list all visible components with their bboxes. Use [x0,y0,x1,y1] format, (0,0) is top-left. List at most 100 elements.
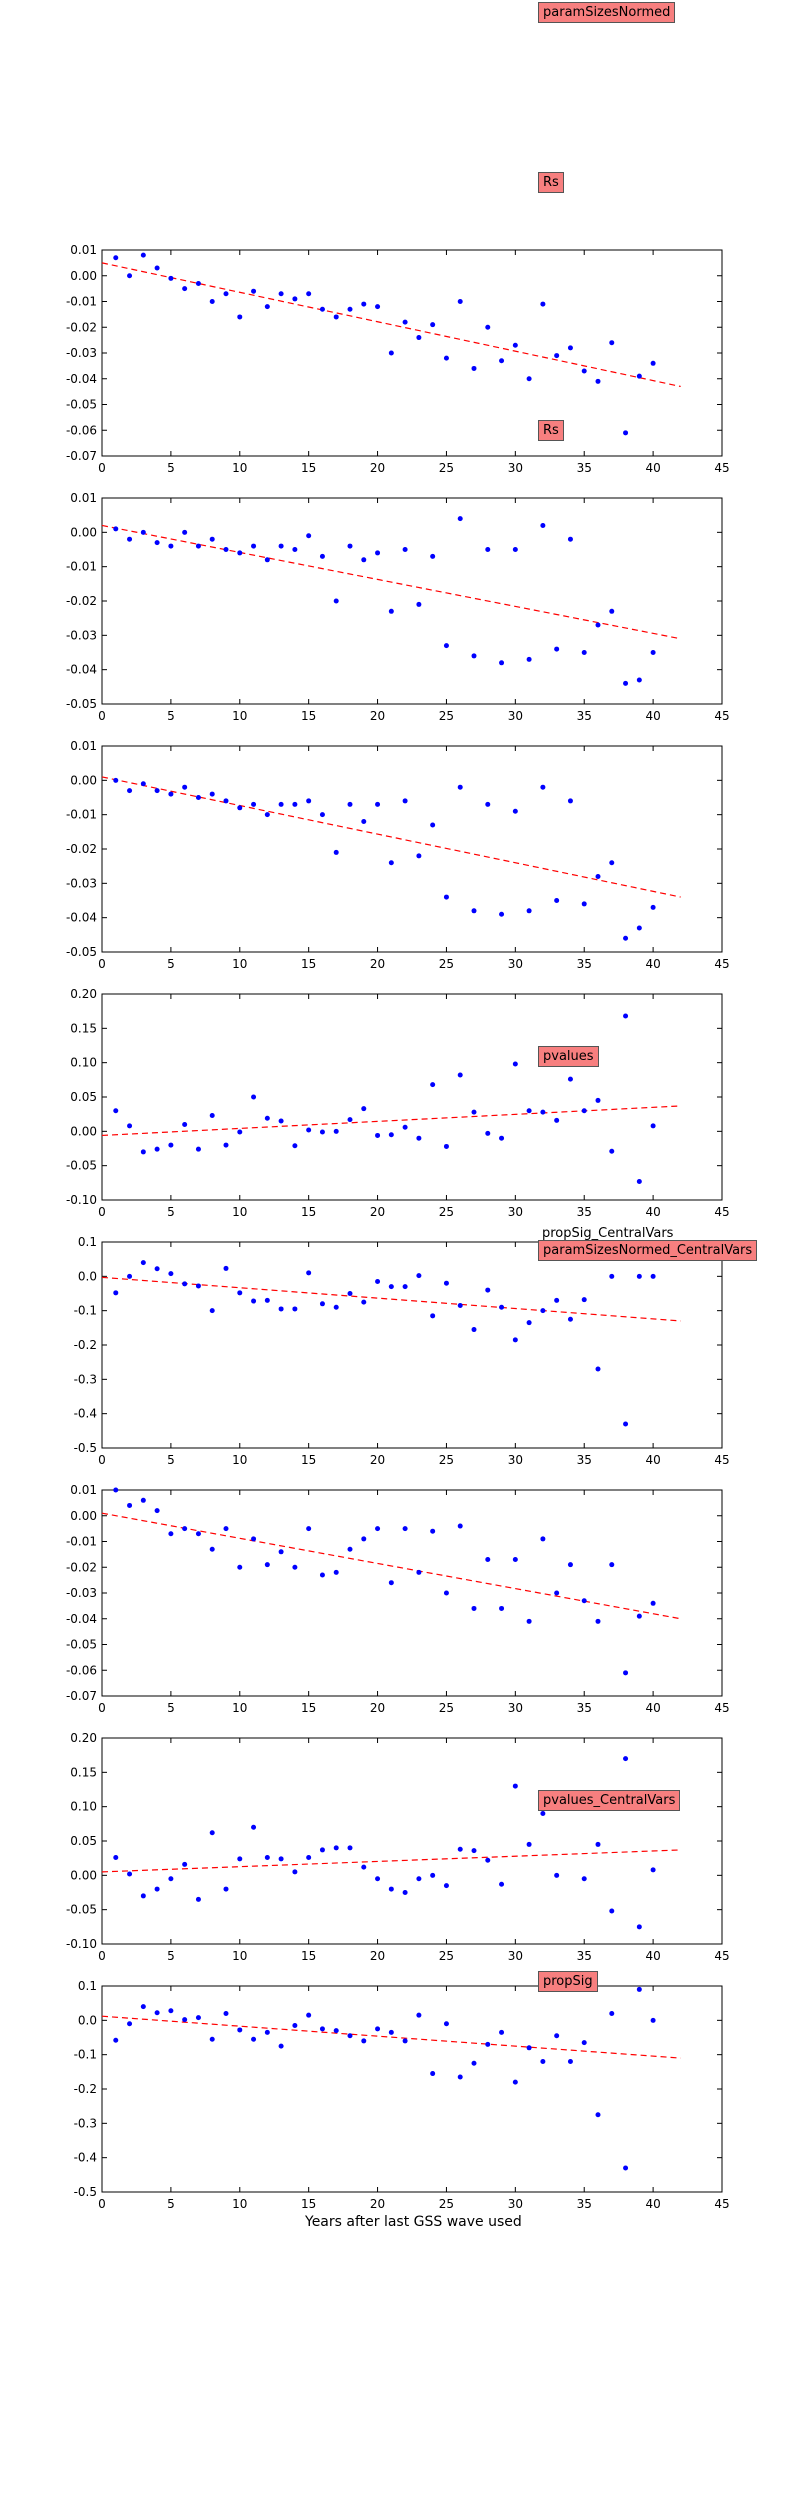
data-point [499,911,505,917]
data-point [154,1508,160,1514]
data-point [127,1871,133,1877]
data-point [581,1108,587,1114]
y-tick-label: -0.4 [74,2151,97,2165]
data-point [306,1854,312,1860]
data-point [623,430,629,436]
data-point [416,1273,422,1279]
data-point [430,322,436,328]
plot-frame-6 [101,1737,723,1945]
x-tick-label: 5 [167,461,175,475]
data-point [306,291,312,297]
data-point [113,526,119,532]
x-tick-label: 35 [577,709,592,723]
data-point [595,1618,601,1624]
data-point [595,1841,601,1847]
data-point [154,2010,160,2016]
subplot-label-propsig: propSig [538,1971,598,1992]
x-tick-label: 30 [508,1453,523,1467]
y-tick-label: -0.03 [66,346,97,360]
data-point [623,1756,629,1762]
data-point [292,2022,298,2028]
y-tick-label: -0.04 [66,911,97,925]
data-point [182,1281,188,1287]
data-point [347,801,353,807]
data-point [636,373,642,379]
data-point [113,1487,119,1493]
x-tick-label: 30 [508,461,523,475]
data-point [278,543,284,549]
data-point [223,1886,229,1892]
data-point [333,849,339,855]
x-tick-label: 40 [645,461,660,475]
data-point [457,1523,463,1529]
data-point [209,1546,215,1552]
data-point [251,1298,257,1304]
x-tick-label: 10 [232,1949,247,1963]
y-tick-label: -0.3 [74,2116,97,2130]
data-point [375,1876,381,1882]
data-point [113,1108,119,1114]
data-point [113,2037,119,2043]
x-axis-label: Years after last GSS wave used [305,2214,522,2230]
data-point [623,935,629,941]
trend-line [101,524,681,640]
data-point [402,2038,408,2044]
data-point [347,1291,353,1296]
data-point [471,1605,477,1611]
y-tick-label: -0.06 [66,1663,97,1677]
data-point [223,1142,229,1148]
data-point [154,1886,160,1892]
data-point [154,1266,160,1272]
data-point [443,355,449,361]
data-point [512,1557,518,1563]
x-tick-label: 40 [645,709,660,723]
data-point [402,1890,408,1895]
data-point [154,265,160,271]
data-point [347,543,353,549]
data-point [595,1366,601,1372]
x-tick-label: 40 [645,1949,660,1963]
x-tick-label: 15 [301,1205,316,1219]
data-point [319,553,325,559]
data-point [512,1061,518,1067]
subplot-label-rs: Rs [538,420,564,441]
subplot-label-adjrs: pvalues [538,1046,599,1067]
y-tick-label: -0.10 [66,1937,97,1951]
y-tick-label: -0.03 [66,628,97,642]
data-point [471,365,477,371]
data-point [471,653,477,659]
data-point [443,2021,449,2027]
data-point [650,1600,656,1606]
data-point [581,650,587,655]
x-tick-label: 5 [167,709,175,723]
x-tick-label: 45 [714,957,729,971]
data-point [485,801,491,807]
data-point [264,1854,270,1860]
plot-frame-3 [101,993,723,1201]
data-point [127,1273,133,1279]
data-point [540,1308,546,1314]
data-point [595,1097,601,1103]
y-tick-label: -0.03 [66,876,97,890]
y-tick-label: -0.02 [66,842,97,856]
x-tick-label: 25 [439,709,454,723]
data-point [623,2165,629,2171]
y-tick-label: 0.01 [70,491,97,505]
data-point [319,1847,325,1853]
data-point [209,299,215,304]
x-tick-label: 0 [98,2197,106,2211]
x-tick-label: 30 [508,1949,523,1963]
data-point [375,2026,381,2032]
data-point [264,2029,270,2035]
data-point [609,340,615,346]
data-point [609,1562,615,1568]
data-point [554,1117,560,1123]
y-tick-label: -0.05 [66,1159,97,1173]
data-point [195,2015,201,2021]
y-tick-label: 0.15 [70,1765,97,1779]
data-point [650,904,656,910]
x-tick-label: 35 [577,1701,592,1715]
data-point [471,1109,477,1115]
data-point [237,1290,243,1296]
data-point [609,1908,615,1914]
